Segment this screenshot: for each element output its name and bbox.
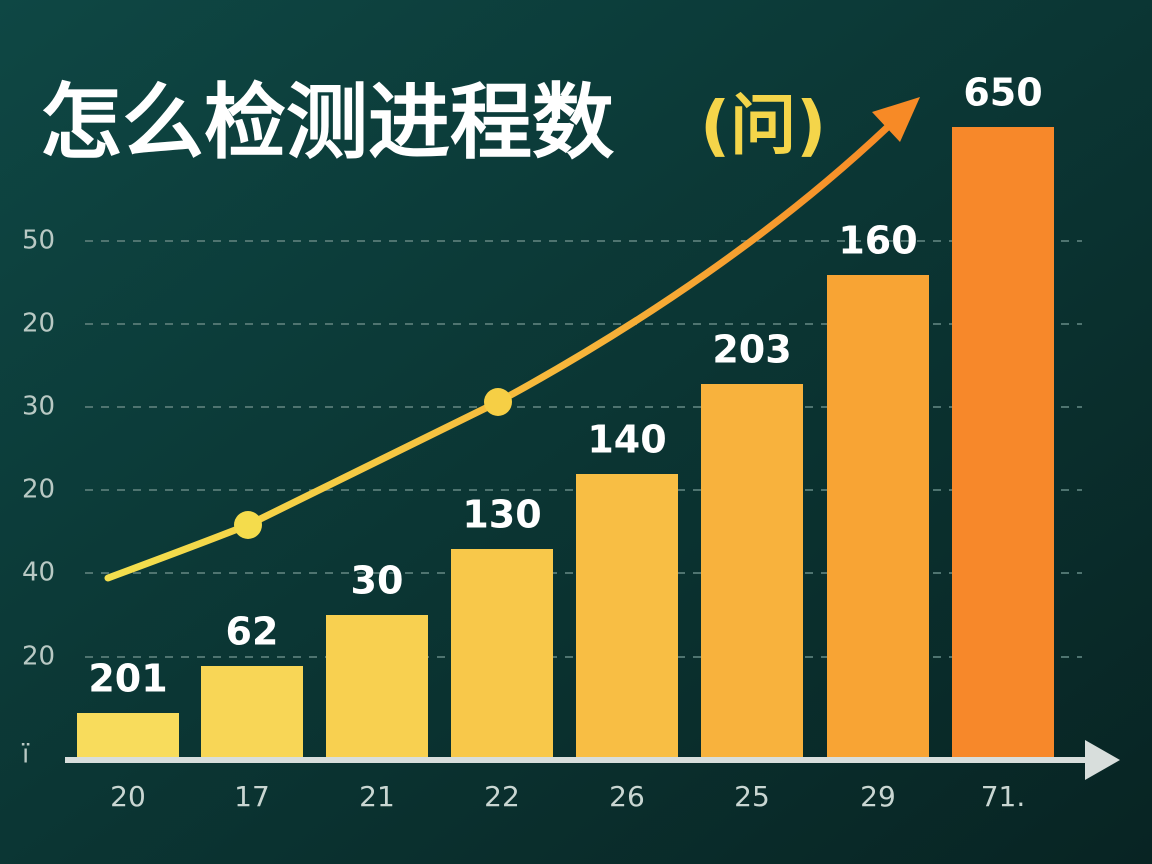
x-axis-label: 29 — [860, 780, 896, 813]
y-axis-label: 50 — [22, 226, 55, 256]
y-axis-label: 20 — [22, 642, 55, 672]
trend-curve — [104, 116, 899, 582]
bar-label: 140 — [587, 418, 666, 462]
bar-label: 130 — [462, 493, 541, 537]
x-axis-label: 21 — [359, 780, 395, 813]
x-axis-arrow — [1085, 740, 1120, 780]
x-axis-label: 20 — [110, 780, 146, 813]
bars — [77, 127, 1054, 757]
bar — [77, 713, 179, 757]
title: 怎么检测进程数 — [40, 75, 614, 170]
bar-label: 203 — [712, 328, 791, 372]
y-axis-label: 30 — [22, 392, 55, 422]
bar-label: 30 — [351, 559, 404, 603]
trend-arrowhead — [872, 97, 920, 142]
bar-label: 201 — [88, 657, 167, 701]
bar-label: 62 — [226, 610, 279, 654]
bar-label: 650 — [963, 71, 1042, 115]
x-axis-label: 26 — [609, 780, 645, 813]
bar — [326, 615, 428, 757]
bar — [201, 666, 303, 757]
bar — [576, 474, 678, 757]
trend-marker — [234, 511, 262, 539]
y-axis-label: ı̈ — [21, 740, 30, 770]
bar — [451, 549, 553, 757]
bar — [827, 275, 929, 757]
x-axis-label: 22 — [484, 780, 520, 813]
x-axis-label: 25 — [734, 780, 770, 813]
bar-label: 160 — [838, 219, 917, 263]
x-axis-label: 71. — [981, 780, 1026, 813]
y-axis-label: 40 — [22, 558, 55, 588]
trend-marker — [484, 388, 512, 416]
x-axis-label: 17 — [234, 780, 270, 813]
y-axis-label: 20 — [22, 309, 55, 339]
bar — [701, 384, 803, 757]
bar — [952, 127, 1054, 757]
title-suffix: (问) — [700, 87, 826, 164]
y-axis-label: 20 — [22, 475, 55, 505]
